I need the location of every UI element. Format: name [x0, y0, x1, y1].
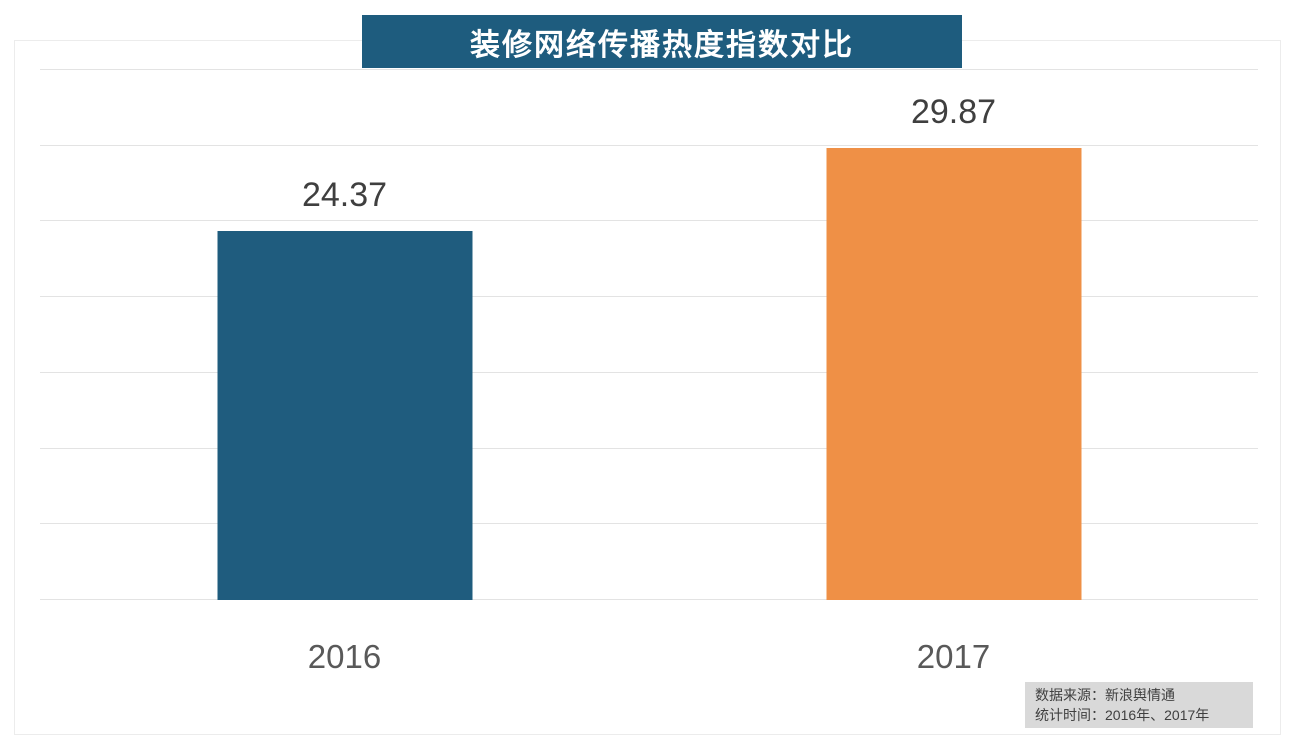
gridline — [40, 220, 1258, 222]
gridline — [40, 599, 1258, 600]
period-line: 统计时间：2016年、2017年 — [1035, 707, 1210, 723]
source-line: 数据来源：新浪舆情通 — [1035, 687, 1175, 703]
bar-2016 — [217, 230, 472, 600]
plot-area: 24.37 2016 29.87 2017 — [40, 69, 1258, 675]
source-note-box: 数据来源：新浪舆情通 统计时间：2016年、2017年 — [1025, 682, 1253, 728]
gridline — [40, 371, 1258, 373]
gridline — [40, 144, 1258, 146]
category-label-2016: 2016 — [307, 638, 382, 675]
value-label-2016: 24.37 — [301, 175, 388, 214]
gridline — [40, 69, 1258, 70]
bar-2017 — [826, 147, 1081, 600]
gridline — [40, 523, 1258, 525]
gridline — [40, 447, 1258, 449]
category-label-2017: 2017 — [916, 638, 991, 675]
chart-title-box: 装修网络传播热度指数对比 — [362, 15, 962, 68]
gridline — [40, 296, 1258, 298]
value-label-2017: 29.87 — [910, 92, 997, 131]
chart-title: 装修网络传播热度指数对比 — [470, 28, 854, 62]
